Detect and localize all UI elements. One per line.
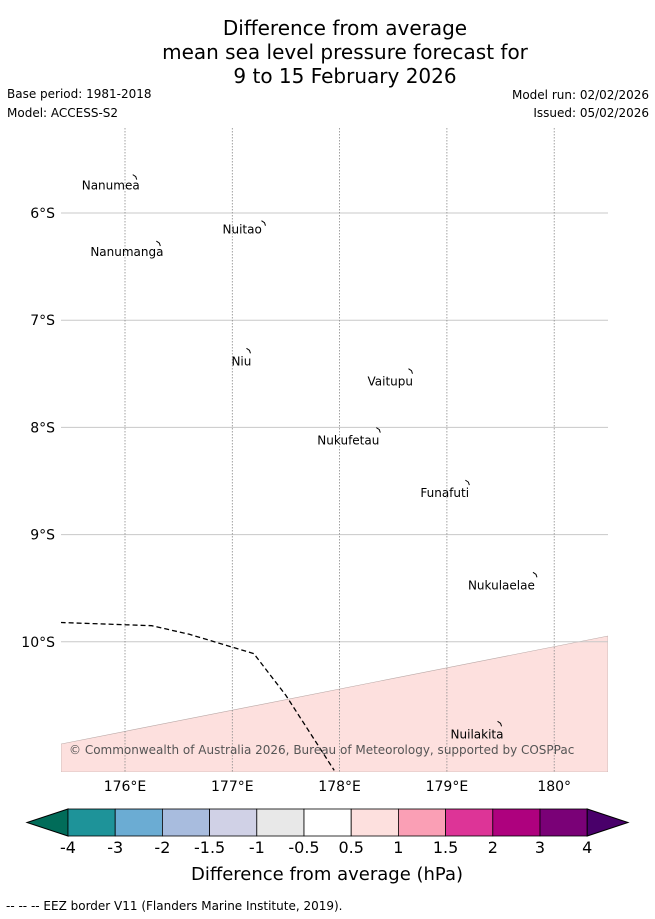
island-outline [156,240,161,247]
colorbar-segment [492,808,541,837]
title-line-1: Difference from average [222,16,468,40]
island-label: Nuilakita [451,727,504,741]
colorbar-tick-label: 3 [535,838,545,857]
latitude-tick-label: 10°S [21,635,55,651]
colorbar-tick-label: -1 [249,838,265,857]
island-label: Nanumanga [90,245,163,259]
latitude-tick-label: 6°S [30,206,55,222]
longitude-tick-label: 176°E [104,779,147,795]
latitude-tick-label: 8°S [30,420,55,436]
longitude-tick-label: 179°E [426,779,469,795]
island-outline [408,368,413,374]
model-run-text: Model run: 02/02/2026 [511,88,649,102]
colorbar-high-extension [586,808,630,837]
colorbar-tick-label: -2 [154,838,170,857]
island-label: Funafuti [420,486,469,500]
colorbar-tick-label: -4 [60,838,76,857]
colorbar-segment [397,808,446,837]
latitude-tick-label: 7°S [30,313,55,329]
colorbar-tick-label: 1.5 [433,838,458,857]
colorbar-segment [303,808,352,837]
island-outline [465,479,470,486]
island-label: Nukufetau [317,434,379,448]
island-label: Nuitao [222,223,261,237]
colorbar-tick-label: -3 [107,838,123,857]
colorbar-low-extension [25,808,69,837]
base-period-text: Base period: 1981-2018 [7,87,152,101]
island-outline [246,347,251,354]
longitude-tick-label: 177°E [211,779,254,795]
map-title: Difference from average mean sea level p… [0,16,655,88]
island-label: Niu [231,354,251,368]
eez-border-line [61,621,335,771]
latitude-labels: 6°S 7°S 8°S 9°S 10°S [21,206,55,651]
longitude-tick-label: 180° [537,779,571,795]
copyright-text: © Commonwealth of Australia 2026, Bureau… [69,743,574,757]
island-label: Vaitupu [367,375,413,389]
island-outline [261,220,266,226]
island-label: Nanumea [82,179,140,193]
colorbar-tick-label: 1 [393,838,403,857]
eez-footnote: -- -- -- EEZ border V11 (Flanders Marine… [6,899,343,913]
island-label: Nukulaelae [468,578,535,592]
island-outline [532,571,538,578]
title-line-2: mean sea level pressure forecast for [162,40,528,64]
colorbar-title: Difference from average (hPa) [191,864,463,885]
colorbar-segment [539,808,588,837]
anomaly-region [61,635,608,772]
title-line-3: 9 to 15 February 2026 [233,64,457,88]
eez-border-layer [61,621,335,771]
colorbar-segment [256,808,305,837]
colorbar-tick-label: -0.5 [288,838,319,857]
colorbar-segment [445,808,494,837]
graticule [61,128,608,772]
anomaly-layer [61,635,608,772]
model-text: Model: ACCESS-S2 [7,106,119,120]
longitude-tick-label: 178°E [318,779,361,795]
colorbar-tick-label: 0.5 [338,838,363,857]
colorbar-segment [350,808,399,837]
colorbar-segment [209,808,258,837]
colorbar-tick-label: -1.5 [194,838,225,857]
issued-text: Issued: 05/02/2026 [533,106,649,120]
island-outline [376,427,381,433]
longitude-labels: 176°E 177°E 178°E 179°E 180° [104,779,571,795]
colorbar-tick-label: 4 [582,838,592,857]
latitude-tick-label: 9°S [30,528,55,544]
colorbar-tick-label: 2 [488,838,498,857]
colorbar-segment [114,808,163,837]
colorbar-segment [67,808,116,837]
island-outline [497,720,503,727]
map-area: Nanumea Nuitao Nanumanga Niu Vaitupu Nukufeta… [61,128,608,772]
islands-layer: Nanumea Nuitao Nanumanga Niu Vaitupu Nukufeta… [82,174,538,741]
colorbar-segment [161,808,210,837]
colorbar: -4 -3 -2 -1.5 -1 -0.5 0.5 1 1.5 2 3 4 [25,808,630,857]
island-outline [132,174,138,180]
